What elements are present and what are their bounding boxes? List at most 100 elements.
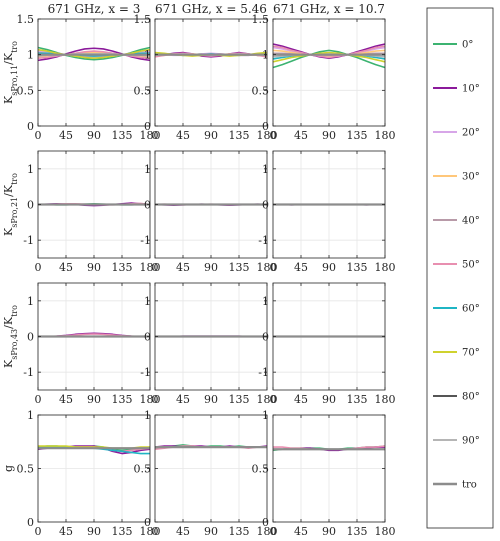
legend: 0° 10° 20° 30° 40° 50° 60° 70° 80° 90° tro (426, 7, 494, 529)
x-tick-label: 90 (204, 261, 218, 274)
x-tick-label: 0 (35, 525, 42, 538)
y-tick-label: 1 (144, 163, 151, 176)
x-tick-label: 90 (322, 393, 336, 406)
y-tick-label: 1 (144, 409, 151, 422)
x-tick-label: 135 (347, 525, 368, 538)
y-tick-label: 1.5 (17, 13, 35, 26)
x-tick-label: 90 (322, 525, 336, 538)
x-tick-label: 90 (322, 261, 336, 274)
y-tick-label: 0 (27, 199, 34, 212)
legend-label: tro (462, 480, 477, 491)
y-tick-label: 1.5 (134, 13, 152, 26)
x-tick-label: 0 (35, 261, 42, 274)
x-tick-label: 180 (257, 261, 278, 274)
legend-label: 20° (462, 128, 480, 139)
x-tick-label: 90 (204, 129, 218, 142)
panel-r3-c2: 0 45 90 135 180 -1 0 1 (140, 282, 278, 406)
x-tick-label: 180 (257, 393, 278, 406)
x-tick-label: 45 (176, 393, 190, 406)
x-tick-label: 0 (152, 393, 159, 406)
column-title: 671 GHz, x = 5.46 (155, 2, 267, 16)
y-tick-label: 0 (262, 120, 269, 133)
y-axis-label: KsPro,11/Ktro (2, 41, 19, 104)
column-title: 671 GHz, x = 10.7 (273, 2, 385, 16)
y-tick-label: 0 (262, 516, 269, 529)
x-tick-label: 45 (176, 525, 190, 538)
y-axis-label: KsPro,21/Ktro (2, 173, 19, 236)
y-tick-label: 1 (27, 295, 34, 308)
panel-r3-c1: 0 45 90 135 180 -1 0 1 KsPro,43/Ktro (2, 282, 161, 406)
x-tick-label: 0 (270, 525, 277, 538)
legend-item: 30° (433, 172, 480, 183)
legend-box (426, 7, 494, 529)
y-tick-label: 1 (27, 409, 34, 422)
panel-r2-c3: 0 45 90 135 180 -1 0 1 (258, 150, 396, 274)
x-tick-label: 180 (375, 525, 396, 538)
series-line-70deg (37, 48, 151, 60)
y-tick-label: 0.5 (17, 84, 35, 97)
y-tick-label: 1 (144, 295, 151, 308)
x-tick-label: 135 (229, 525, 250, 538)
y-tick-label: 1 (262, 49, 269, 62)
x-tick-label: 135 (347, 261, 368, 274)
x-tick-label: 90 (204, 525, 218, 538)
x-tick-label: 135 (229, 261, 250, 274)
y-tick-label: 1.5 (252, 13, 270, 26)
legend-label: 0° (462, 40, 473, 51)
x-tick-label: 45 (176, 129, 190, 142)
x-tick-label: 45 (294, 393, 308, 406)
y-tick-label: 0.5 (252, 84, 270, 97)
x-tick-label: 180 (375, 129, 396, 142)
y-tick-label: -1 (140, 366, 151, 379)
y-tick-label: 1 (27, 49, 34, 62)
legend-label: 50° (462, 260, 480, 271)
x-tick-label: 135 (229, 129, 250, 142)
x-tick-label: 90 (87, 129, 101, 142)
legend-item: 50° (433, 260, 480, 271)
x-tick-label: 45 (294, 261, 308, 274)
x-tick-label: 180 (257, 525, 278, 538)
column-title: 671 GHz, x = 3 (48, 2, 141, 16)
y-tick-label: 1 (27, 163, 34, 176)
legend-item: 20° (433, 128, 480, 139)
y-tick-label: -1 (258, 234, 269, 247)
x-tick-label: 135 (112, 129, 133, 142)
y-tick-label: 0 (27, 516, 34, 529)
y-tick-label: 0 (144, 516, 151, 529)
x-tick-label: 45 (294, 525, 308, 538)
legend-item: tro (433, 480, 477, 491)
y-tick-label: 1 (262, 409, 269, 422)
x-tick-label: 45 (59, 129, 73, 142)
x-tick-label: 180 (140, 261, 161, 274)
x-tick-label: 135 (347, 129, 368, 142)
x-tick-label: 180 (140, 129, 161, 142)
y-tick-label: 1 (262, 295, 269, 308)
x-tick-label: 0 (270, 393, 277, 406)
x-tick-label: 45 (294, 129, 308, 142)
x-tick-label: 0 (270, 129, 277, 142)
x-tick-label: 45 (59, 261, 73, 274)
y-tick-label: 0 (27, 331, 34, 344)
x-tick-label: 180 (375, 261, 396, 274)
panel-r2-c1: 0 45 90 135 180 -1 0 1 KsPro,21/Ktro (2, 150, 161, 274)
x-tick-label: 180 (140, 393, 161, 406)
y-tick-label: 0 (27, 120, 34, 133)
panel-r3-c3: 0 45 90 135 180 -1 0 1 (258, 282, 396, 406)
x-tick-label: 45 (59, 525, 73, 538)
legend-label: 40° (462, 216, 480, 227)
legend-item: 10° (433, 84, 480, 95)
y-tick-label: 0 (144, 120, 151, 133)
x-tick-label: 180 (257, 129, 278, 142)
x-tick-label: 90 (87, 393, 101, 406)
series-line-50deg (272, 45, 386, 59)
x-tick-label: 0 (152, 129, 159, 142)
legend-item: 40° (433, 216, 480, 227)
y-tick-label: -1 (23, 234, 34, 247)
x-tick-label: 0 (270, 261, 277, 274)
y-tick-label: 0 (144, 199, 151, 212)
